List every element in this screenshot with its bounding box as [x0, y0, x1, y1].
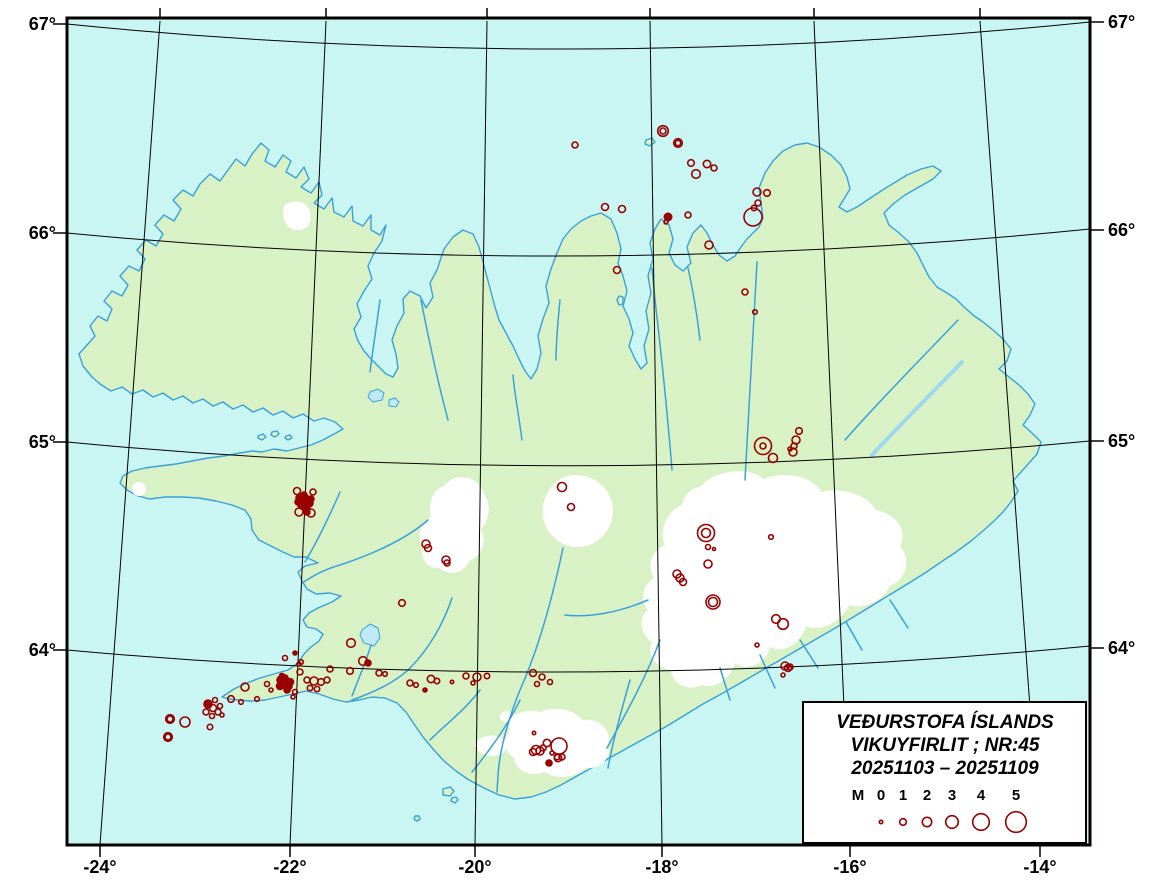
bottom-axis-label: -22°: [273, 857, 306, 877]
glacier-snaefellsjokull: [132, 482, 146, 496]
right-axis-label: 65°: [1108, 431, 1135, 451]
earthquake-marker: [280, 674, 285, 679]
legend-magnitude-value: 3: [948, 787, 956, 804]
left-axis-label: 66°: [29, 223, 56, 243]
legend-magnitude-value: 2: [923, 787, 931, 804]
legend-magnitude-label: M: [852, 787, 865, 804]
earthquake-marker: [295, 499, 301, 505]
bottom-axis-label: -14°: [1023, 857, 1056, 877]
weekly-earthquake-map-page: 67° 66° 65° 64° 67° 66° 65° 64° -24° -22° -20° -18°…: [0, 0, 1158, 882]
earthquake-marker: [287, 679, 294, 686]
legend-title: VEÐURSTOFA ÍSLANDS: [836, 711, 1054, 733]
bottom-axis-label: -16°: [833, 857, 866, 877]
legend-magnitude-value: 4: [977, 787, 986, 804]
right-axis-label: 67°: [1108, 12, 1135, 32]
map-canvas: 67° 66° 65° 64° 67° 66° 65° 64° -24° -22° -20° -18°…: [0, 0, 1158, 882]
earthquake-marker: [284, 687, 290, 693]
legend-date-range: 20251103 – 20251109: [850, 758, 1039, 779]
bottom-axis-label: -18°: [645, 857, 678, 877]
bottom-axis-label: -24°: [83, 857, 116, 877]
earthquake-marker: [204, 700, 212, 708]
legend: VEÐURSTOFA ÍSLANDS VIKUYFIRLIT ; NR:45 2…: [803, 702, 1086, 843]
earthquake-marker: [423, 688, 427, 692]
legend-magnitude-value: 0: [877, 787, 885, 804]
left-axis-label: 64°: [29, 640, 56, 660]
earthquake-marker: [308, 496, 314, 502]
earthquake-marker: [365, 660, 371, 666]
legend-subtitle: VIKUYFIRLIT ; NR:45: [851, 735, 1040, 756]
left-axis-label: 65°: [29, 432, 56, 452]
legend-magnitude-value: 1: [899, 787, 907, 804]
earthquake-marker: [277, 683, 284, 690]
earthquake-marker: [293, 651, 297, 655]
right-axis-label: 66°: [1108, 220, 1135, 240]
right-axis-label: 64°: [1108, 638, 1135, 658]
left-axis-label: 67°: [29, 14, 56, 34]
earthquake-marker: [301, 492, 307, 498]
earthquake-marker: [546, 760, 552, 766]
bottom-axis-label: -20°: [458, 857, 491, 877]
legend-magnitude-value: 5: [1012, 787, 1020, 804]
island-hrisey: [617, 296, 623, 305]
